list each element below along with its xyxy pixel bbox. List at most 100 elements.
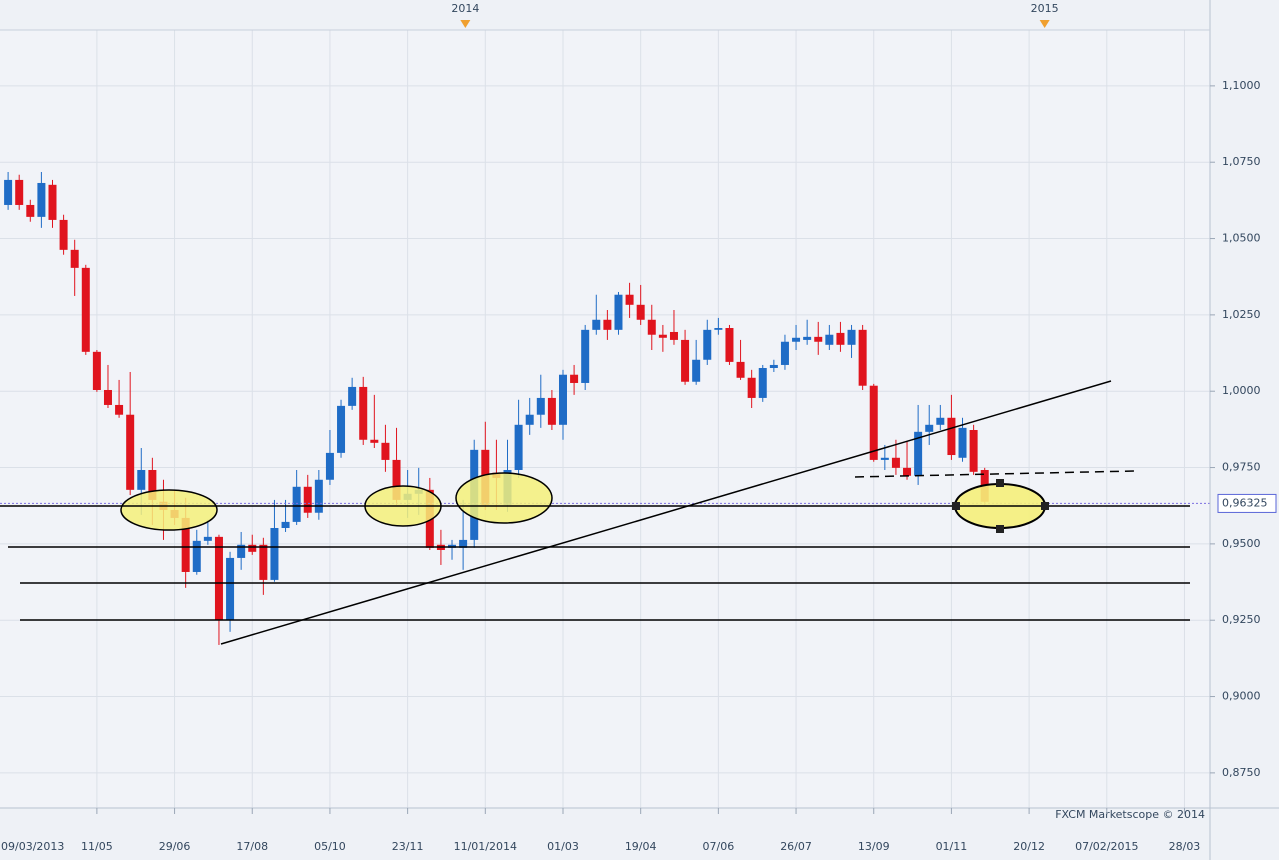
- candle-body: [203, 536, 212, 541]
- candle-body: [747, 377, 756, 398]
- last-price-label: 0,96325: [1222, 496, 1268, 509]
- year-marker: [1039, 20, 1050, 28]
- trend-line: [220, 380, 1112, 645]
- x-tick-label: 20/12: [1013, 840, 1045, 853]
- watermark: FXCM Marketscope © 2014: [1055, 808, 1205, 821]
- year-label: 2015: [1031, 2, 1059, 15]
- candle-body: [303, 486, 312, 513]
- candle-body: [392, 459, 401, 500]
- y-tick-label: 1,0250: [1222, 308, 1261, 321]
- x-tick-label: 07/06: [703, 840, 735, 853]
- candle-body: [226, 557, 235, 620]
- highlight-ellipse: [120, 489, 218, 531]
- candle-body: [825, 334, 834, 345]
- candle-body: [115, 404, 124, 415]
- y-tick-label: 1,0500: [1222, 232, 1261, 245]
- candle-body: [259, 544, 268, 580]
- candle-body: [248, 544, 257, 552]
- annotations: [0, 380, 1190, 645]
- candle-body: [70, 249, 79, 268]
- candle-body: [103, 389, 112, 405]
- candle-body: [725, 328, 734, 362]
- candle-body: [836, 332, 845, 345]
- candle-body: [558, 374, 567, 425]
- candle-body: [603, 319, 612, 330]
- candle-body: [214, 536, 223, 620]
- x-tick-label: 05/10: [314, 840, 346, 853]
- y-tick-label: 0,8750: [1222, 766, 1261, 779]
- candle-body: [936, 417, 945, 425]
- x-tick-label: 23/11: [392, 840, 424, 853]
- last-price-box: [1217, 493, 1277, 513]
- candle-body: [181, 517, 190, 572]
- candle-body: [658, 334, 667, 338]
- candle-body: [769, 364, 778, 369]
- candle-body: [148, 469, 157, 500]
- candle-body: [669, 331, 678, 340]
- y-tick-label: 0,9000: [1222, 690, 1261, 703]
- candle-body: [314, 479, 323, 513]
- x-tick-label: 29/06: [159, 840, 191, 853]
- y-tick-label: 0,9750: [1222, 461, 1261, 474]
- x-tick-label: 09/03/2013: [1, 840, 64, 853]
- candle-body: [37, 182, 46, 217]
- candle-body: [925, 424, 934, 432]
- y-tick-label: 1,1000: [1222, 79, 1261, 92]
- candle-body: [914, 431, 923, 476]
- candle-body: [736, 361, 745, 378]
- candle-body: [359, 386, 368, 440]
- candle-body: [681, 339, 690, 382]
- candle-body: [625, 294, 634, 305]
- candle-body: [692, 359, 701, 382]
- y-tick-label: 1,0750: [1222, 155, 1261, 168]
- candle-body: [903, 467, 912, 476]
- candle-body: [547, 397, 556, 425]
- x-tick-label: 17/08: [236, 840, 268, 853]
- handle: [1041, 502, 1049, 510]
- candle-body: [325, 452, 334, 480]
- x-tick-label: 11/05: [81, 840, 113, 853]
- candle-body: [958, 427, 967, 458]
- candle-body: [237, 544, 246, 558]
- candle-body: [337, 405, 346, 453]
- candle-body: [81, 267, 90, 352]
- candle-body: [703, 329, 712, 360]
- candle-body: [381, 442, 390, 460]
- candle-body: [780, 341, 789, 365]
- candle-body: [947, 417, 956, 456]
- x-tick-label: 19/04: [625, 840, 657, 853]
- candle-body: [758, 368, 767, 398]
- candle-body: [137, 469, 146, 490]
- dashed-line: [854, 470, 1136, 478]
- handle: [996, 479, 1004, 487]
- candle-body: [281, 521, 290, 529]
- handle: [996, 525, 1004, 533]
- candle-body: [192, 540, 201, 572]
- x-tick-label: 26/07: [780, 840, 812, 853]
- x-tick-label: 13/09: [858, 840, 890, 853]
- handle: [952, 502, 960, 510]
- candle-body: [592, 319, 601, 330]
- candle-body: [270, 528, 279, 580]
- candle-body: [969, 429, 978, 472]
- candle-body: [536, 397, 545, 415]
- candle-body: [858, 329, 867, 386]
- candle-body: [459, 539, 468, 548]
- candle-body: [48, 184, 57, 220]
- candle-body: [880, 457, 889, 460]
- x-tick-label: 11/01/2014: [454, 840, 517, 853]
- candle-body: [891, 457, 900, 468]
- candle-body: [869, 385, 878, 460]
- plot-area: [0, 30, 1210, 808]
- x-tick-label: 28/03: [1169, 840, 1201, 853]
- candle-body: [126, 414, 135, 490]
- x-tick-label: 01/03: [547, 840, 579, 853]
- candle-body: [15, 179, 24, 205]
- candle-body: [514, 424, 523, 470]
- candle-body: [570, 374, 579, 383]
- candle-body: [614, 294, 623, 330]
- candle-body: [581, 329, 590, 383]
- candle-body: [847, 329, 856, 345]
- candle-body: [525, 414, 534, 425]
